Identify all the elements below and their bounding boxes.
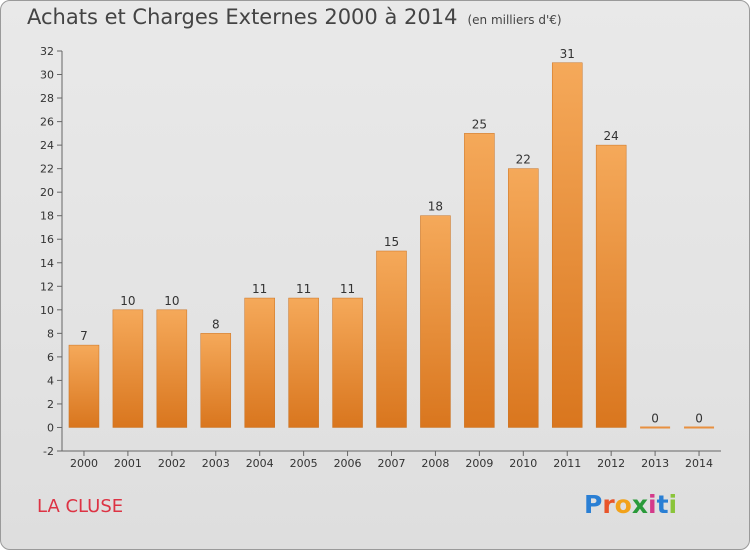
chart-title: Achats et Charges Externes 2000 à 2014 (e… [27, 5, 562, 29]
y-tick-label: 16 [40, 233, 54, 246]
bar [376, 250, 407, 428]
logo-letter: x [631, 490, 648, 519]
y-tick-label: 26 [40, 116, 54, 129]
y-tick-label: 14 [40, 257, 54, 270]
commune-name: LA CLUSE [37, 496, 124, 517]
logo-letter: r [602, 490, 615, 519]
y-tick-label: 22 [40, 163, 54, 176]
x-tick-label: 2010 [509, 457, 537, 470]
bar [244, 297, 275, 428]
logo-letter: P [584, 490, 603, 519]
bar [332, 297, 363, 428]
proxiti-logo: Proxiti [584, 490, 677, 519]
y-tick-label: 2 [47, 398, 54, 411]
value-label: 7 [80, 329, 88, 343]
logo-letter: o [614, 490, 632, 519]
x-tick-label: 2008 [421, 457, 449, 470]
x-tick-label: 2013 [641, 457, 669, 470]
bar [68, 344, 100, 428]
x-tick-label: 2003 [202, 457, 230, 470]
y-tick-label: 24 [40, 139, 54, 152]
value-label: 11 [340, 282, 355, 296]
value-label: 15 [384, 235, 399, 249]
y-tick-label: 6 [47, 351, 54, 364]
x-tick-label: 2012 [597, 457, 625, 470]
value-label: 0 [695, 411, 703, 425]
value-label: 11 [252, 282, 267, 296]
value-label: 8 [212, 317, 220, 331]
bar [595, 144, 627, 428]
value-label: 10 [164, 294, 179, 308]
bar [200, 333, 232, 428]
value-label: 25 [472, 117, 487, 131]
bar [551, 62, 583, 428]
bar [464, 133, 495, 428]
y-tick-label: 20 [40, 186, 54, 199]
logo-letter: t [656, 490, 669, 519]
unit-text: (en milliers d'€) [467, 13, 562, 27]
y-tick-label: -2 [43, 445, 54, 458]
x-tick-label: 2005 [290, 457, 318, 470]
bar [508, 168, 539, 428]
y-tick-label: 4 [47, 374, 54, 387]
y-tick-label: 8 [47, 327, 54, 340]
value-label: 18 [428, 200, 443, 214]
x-tick-label: 2006 [334, 457, 362, 470]
x-tick-label: 2007 [378, 457, 406, 470]
y-tick-label: 32 [40, 45, 54, 58]
y-tick-label: 10 [40, 304, 54, 317]
x-tick-label: 2014 [685, 457, 713, 470]
bar [156, 309, 188, 428]
y-tick-label: 0 [47, 421, 54, 434]
value-label: 24 [604, 129, 619, 143]
y-tick-label: 12 [40, 280, 54, 293]
bar [112, 309, 144, 428]
value-label: 22 [516, 153, 531, 167]
value-label: 11 [296, 282, 311, 296]
x-tick-label: 2004 [246, 457, 274, 470]
logo-letter: i [668, 490, 678, 519]
value-label: 31 [560, 47, 575, 61]
bar [420, 215, 451, 428]
x-tick-label: 2000 [70, 457, 98, 470]
x-tick-label: 2002 [158, 457, 186, 470]
y-tick-label: 28 [40, 92, 54, 105]
y-tick-label: 18 [40, 210, 54, 223]
title-text: Achats et Charges Externes 2000 à 2014 [27, 5, 458, 29]
logo-letter: i [648, 490, 657, 519]
value-label: 10 [120, 294, 135, 308]
bar [288, 297, 319, 428]
y-tick-label: 30 [40, 69, 54, 82]
x-tick-label: 2009 [465, 457, 493, 470]
x-tick-label: 2011 [553, 457, 581, 470]
value-label: 0 [651, 411, 659, 425]
x-tick-label: 2001 [114, 457, 142, 470]
